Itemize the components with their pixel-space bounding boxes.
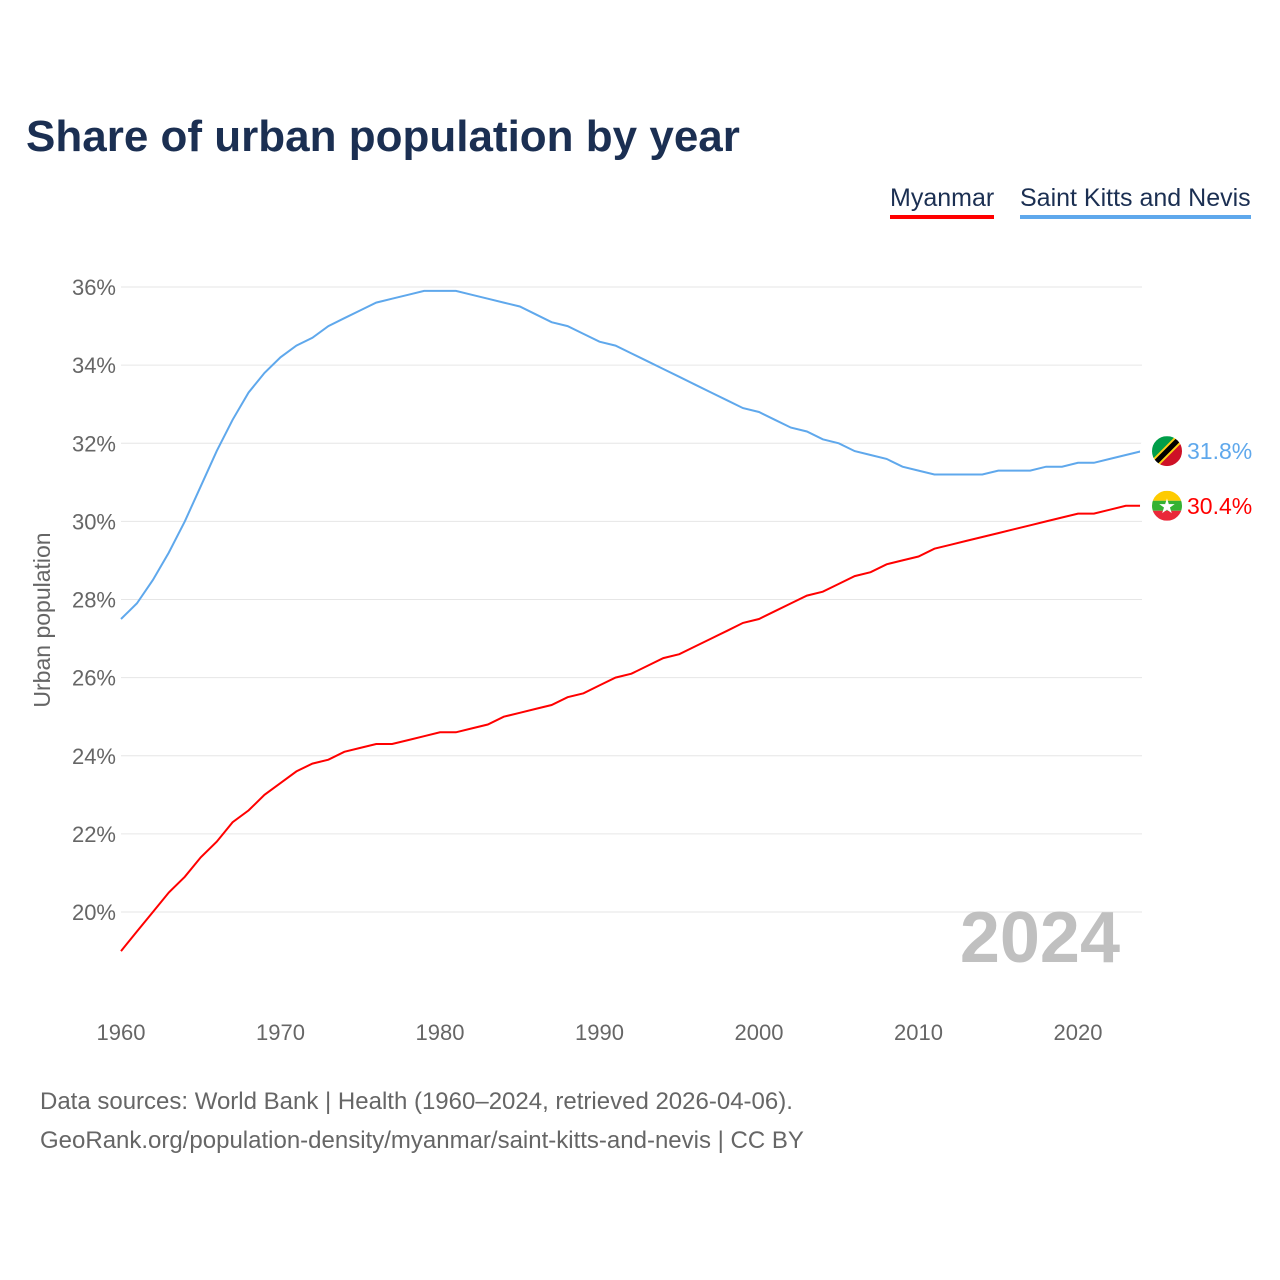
legend-item-saint-kitts-and-nevis[interactable]: Saint Kitts and Nevis <box>1020 184 1251 219</box>
x-tick-label: 1960 <box>97 1020 146 1045</box>
x-tick-label: 2020 <box>1054 1020 1103 1045</box>
footer-sources: Data sources: World Bank | Health (1960–… <box>40 1088 793 1115</box>
flag-band <box>1152 500 1182 511</box>
y-tick-label: 28% <box>72 588 116 613</box>
footer-url: GeoRank.org/population-density/myanmar/s… <box>40 1127 804 1154</box>
flag-mask <box>1140 478 1194 533</box>
saint-kitts-flag-icon <box>1140 424 1194 479</box>
x-tick-label: 1970 <box>256 1020 305 1045</box>
y-axis-label: Urban population <box>29 532 55 707</box>
year-watermark: 2024 <box>960 898 1120 978</box>
flag-mask <box>1140 424 1194 479</box>
y-tick-label: 34% <box>72 353 116 378</box>
y-tick-label: 24% <box>72 744 116 769</box>
end-value-label: 30.4% <box>1187 493 1252 519</box>
flag-band <box>1152 436 1182 466</box>
y-tick-label: 20% <box>72 900 116 925</box>
x-tick-label: 1980 <box>416 1020 465 1045</box>
x-tick-label: 2000 <box>735 1020 784 1045</box>
x-tick-label: 1990 <box>575 1020 624 1045</box>
flag-band <box>1152 490 1182 501</box>
y-tick-label: 36% <box>72 275 116 300</box>
y-tick-label: 30% <box>72 509 116 534</box>
end-value-label: 31.8% <box>1187 438 1252 464</box>
y-tick-label: 26% <box>72 666 116 691</box>
x-tick-label: 2010 <box>894 1020 943 1045</box>
legend-item-myanmar[interactable]: Myanmar <box>890 184 995 219</box>
y-tick-label: 22% <box>72 822 116 847</box>
chart-title: Share of urban population by year <box>26 112 740 161</box>
flag-star: ★ <box>1158 496 1176 518</box>
y-tick-label: 32% <box>72 431 116 456</box>
series-line-myanmar <box>120 504 1142 952</box>
flag-band <box>1152 510 1182 521</box>
myanmar-flag-icon: ★ <box>1140 478 1194 533</box>
series-line-saint-kitts-and-nevis <box>120 289 1143 620</box>
